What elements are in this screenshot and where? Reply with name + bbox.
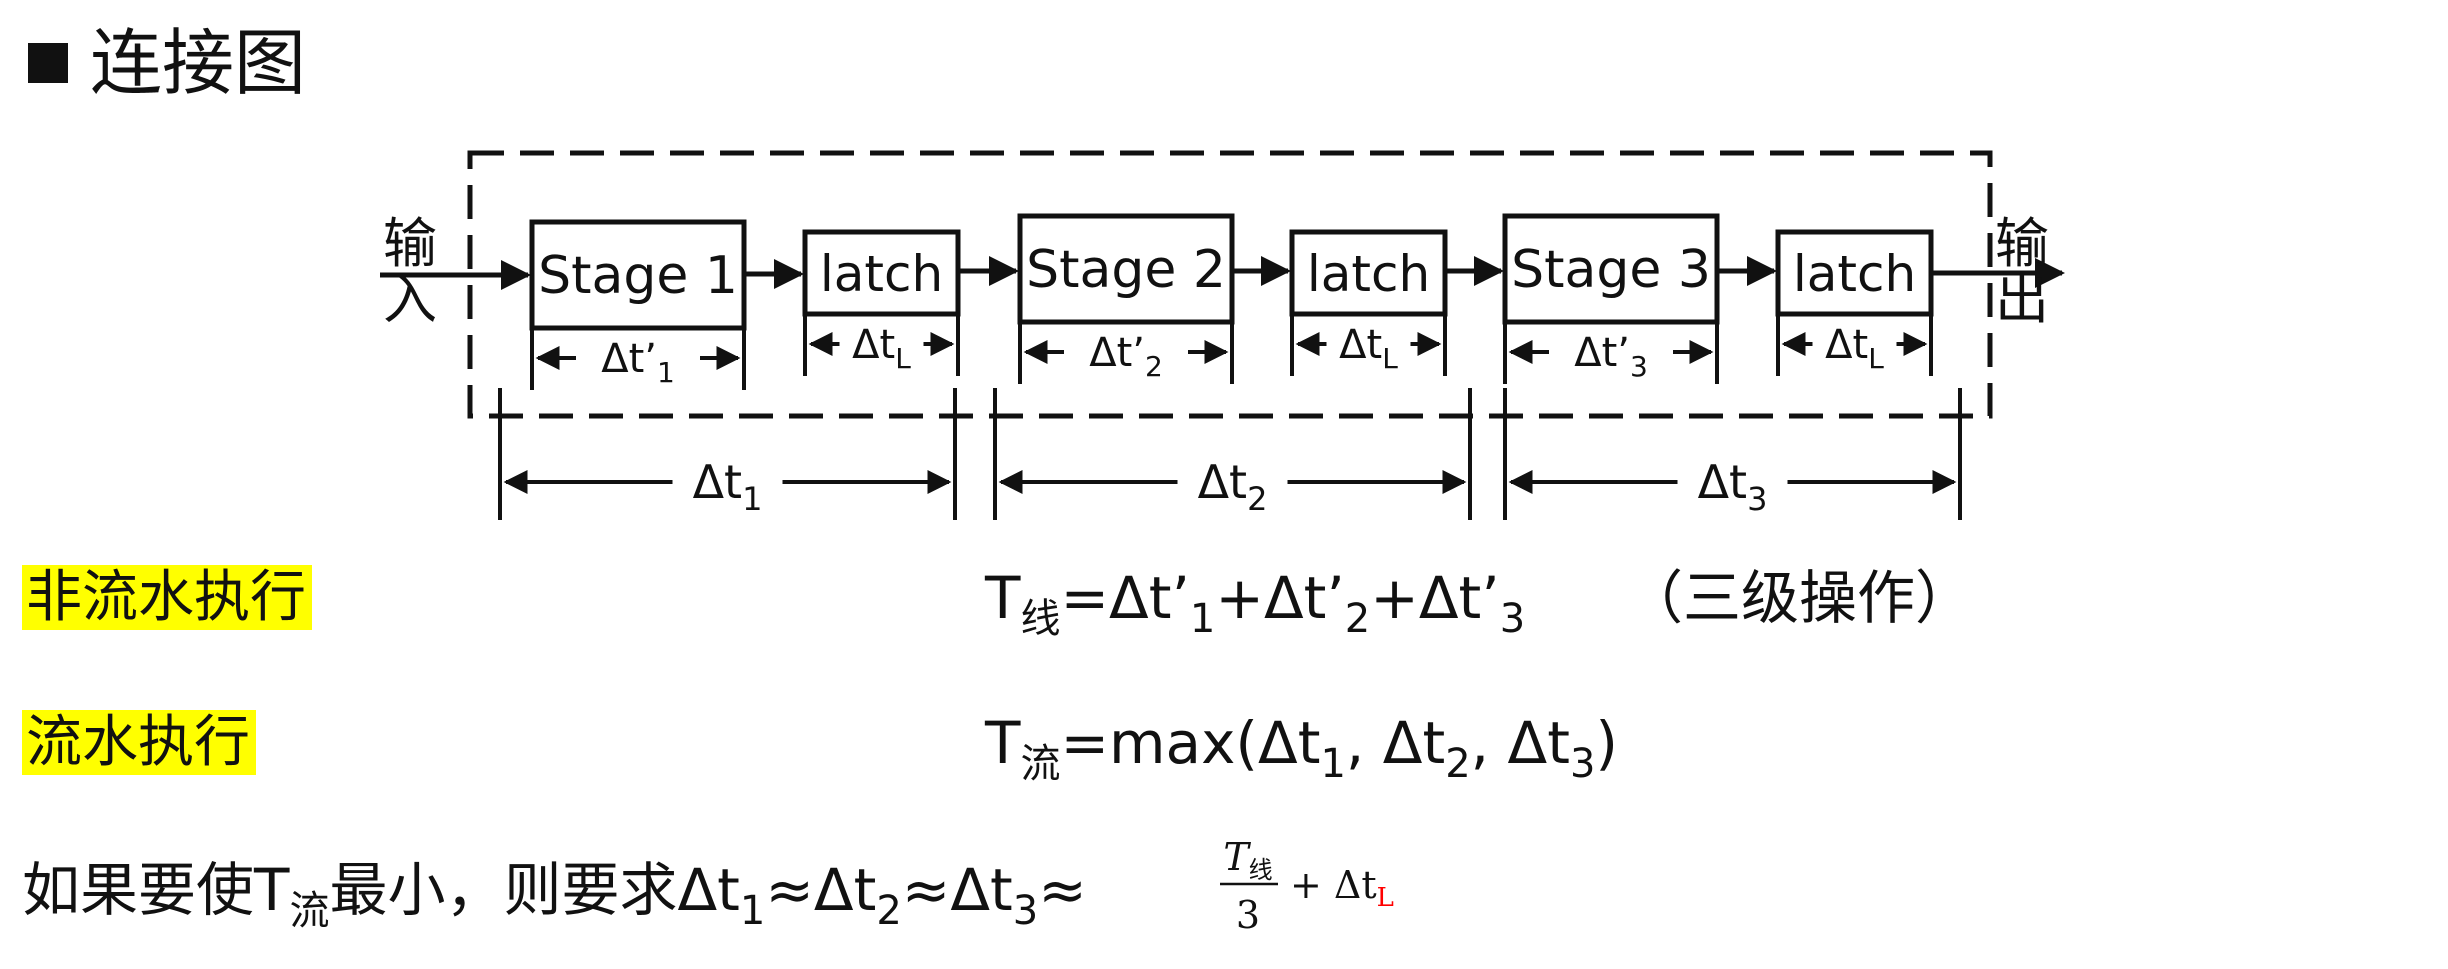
three-stage-note: （三级操作） [1625, 564, 1974, 632]
non-pipeline-label: 非流水执行 [22, 558, 312, 638]
segment-label: Δt1 [693, 455, 763, 518]
non-pipeline-formula: T线=Δt’1+Δt’2+Δt’3 [985, 558, 1525, 639]
latch-label: latch [820, 245, 943, 303]
formula-sub: 3 [1499, 596, 1526, 642]
pipeline-label: 流水执行 [22, 703, 256, 783]
latch-label: latch [1793, 245, 1916, 303]
formula-term: +Δt’ [1370, 564, 1500, 632]
condition-sub: 3 [1012, 888, 1039, 934]
pipeline-formula: T流=max(Δt1, Δt2, Δt3) [985, 703, 1619, 784]
condition-fraction: T线 3 + ΔtL [1220, 835, 1394, 937]
formula-sub: 3 [1569, 741, 1596, 787]
formula-sub: 1 [1320, 741, 1346, 787]
frac-den: 3 [1236, 893, 1260, 937]
stage-label: Stage 2 [1026, 240, 1226, 300]
formula-sub: 1 [1189, 596, 1216, 642]
formula-sub: 2 [1344, 596, 1371, 642]
dim-label: ΔtL [852, 322, 911, 375]
condition-approx: ≈Δt [765, 856, 877, 924]
condition-prefix-sub: 流 [289, 888, 330, 934]
formula-term: , Δt [1470, 709, 1570, 777]
formula-term: ) [1595, 709, 1619, 777]
condition-approx: ≈ [1038, 856, 1087, 924]
output-label-2: 出 [1995, 268, 2049, 331]
square-bullet-icon [28, 43, 68, 83]
dim-label: Δt’2 [1089, 330, 1163, 383]
non-pipeline-label-text: 非流水执行 [22, 565, 312, 630]
input-label-1: 输 [383, 212, 437, 275]
condition-text: 如果要使T流最小，则要求Δt1≈Δt2≈Δt3≈ [22, 850, 1087, 931]
pipeline-boundary [467, 150, 1993, 419]
stage-box [1502, 213, 1720, 325]
dim-label: ΔtL [1825, 322, 1884, 375]
latch-label: latch [1307, 245, 1430, 303]
formula-T-sub: 流 [1020, 741, 1061, 787]
formula-T: T [985, 709, 1021, 777]
dim-label: ΔtL [1339, 322, 1398, 375]
condition-prefix: 如果要使T [22, 856, 290, 924]
segment-label: Δt3 [1698, 455, 1768, 518]
dim-label: Δt’1 [601, 336, 675, 389]
condition-sub: 1 [739, 888, 766, 934]
pipeline-label-text: 流水执行 [22, 710, 256, 775]
output-label-1: 输 [1995, 212, 2049, 275]
formula-term: =max(Δt [1060, 709, 1321, 777]
formula-term: , Δt [1345, 709, 1446, 777]
formula-term: +Δt’ [1215, 564, 1345, 632]
formula-T-sub: 线 [1020, 596, 1061, 642]
stage-label: Stage 3 [1511, 240, 1711, 300]
formula-sub: 2 [1445, 741, 1471, 787]
latch-box [1289, 229, 1448, 317]
stage-label: Stage 1 [538, 246, 738, 306]
page-title: 连接图 [28, 18, 306, 108]
condition-middle: 最小，则要求Δt [329, 856, 740, 924]
frac-plus: + ΔtL [1290, 863, 1394, 913]
condition-approx: ≈Δt [901, 856, 1013, 924]
frac-num: T线 [1223, 835, 1272, 884]
condition-sub: 2 [876, 888, 902, 934]
segment-label: Δt2 [1198, 455, 1268, 518]
dim-label: Δt’3 [1574, 330, 1648, 383]
input-label-2: 入 [383, 268, 437, 331]
title-text: 连接图 [90, 21, 307, 105]
formula-T: T [985, 564, 1021, 632]
formula-term: =Δt’ [1060, 564, 1190, 632]
